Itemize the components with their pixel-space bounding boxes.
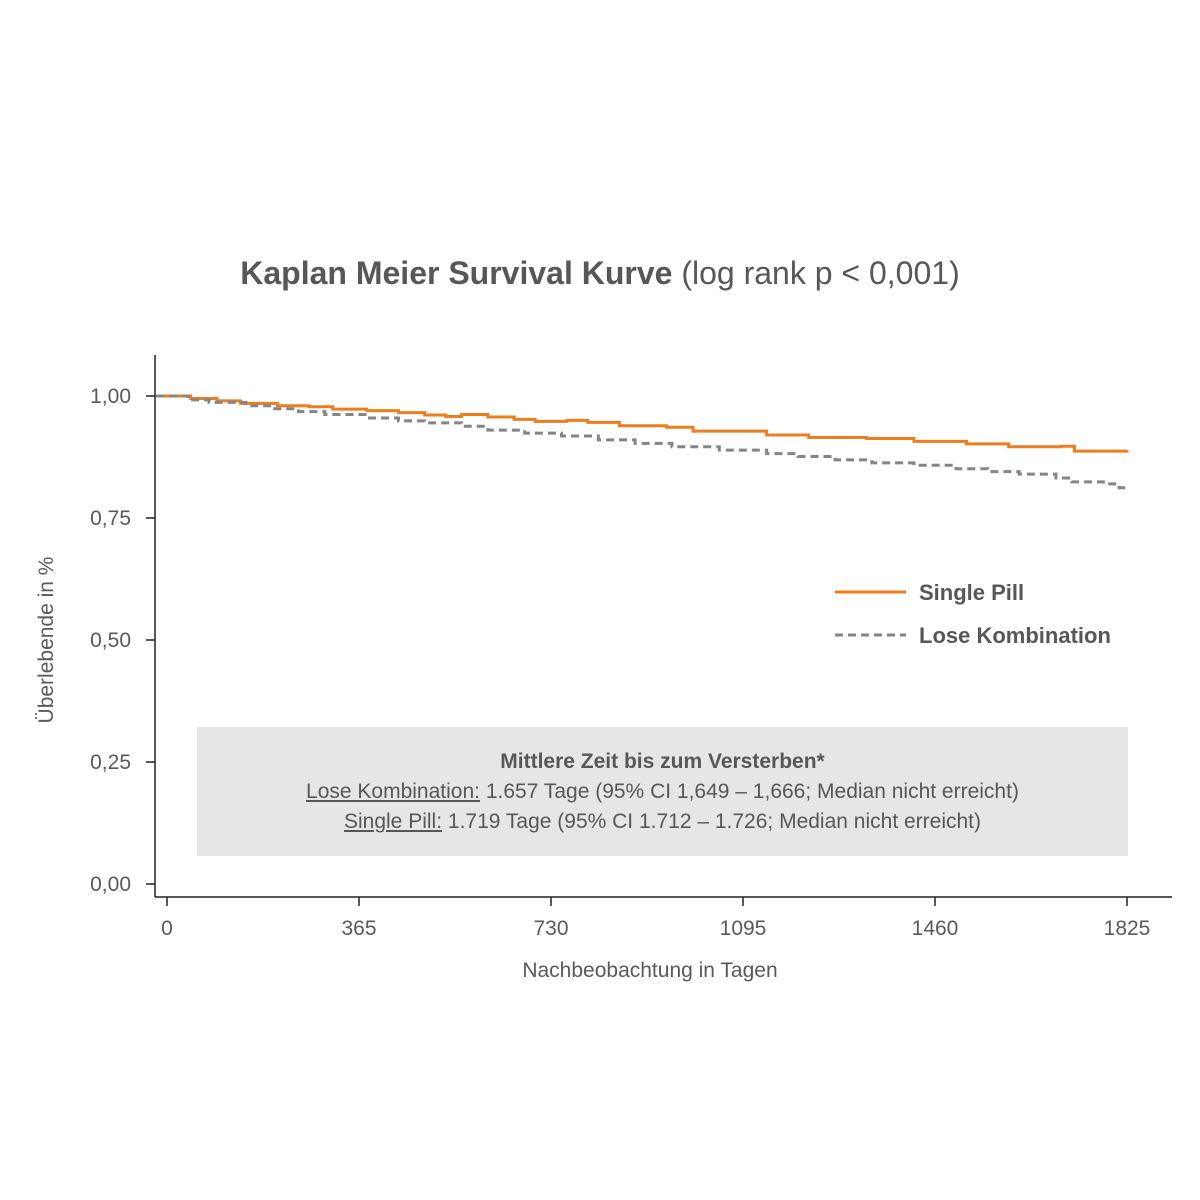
chart-title-main: Kaplan Meier Survival Kurve [240, 255, 673, 291]
x-tick-label: 730 [533, 917, 568, 940]
x-tick-label: 1825 [1104, 917, 1151, 940]
x-tick-label: 365 [341, 917, 376, 940]
info-line-single-pill: Single Pill: 1.719 Tage (95% CI 1.712 – … [197, 807, 1128, 837]
legend-label: Single Pill [919, 580, 1024, 605]
ticks: 0,00 0,25 0,50 0,75 1,00 0 365 730 1095 1460 1825 [90, 385, 1150, 940]
x-tick-label: 1095 [720, 917, 767, 940]
info-line2-label: Single Pill: [343, 810, 443, 833]
y-tick-label: 1,00 [90, 385, 131, 408]
info-box: Mittlere Zeit bis zum Versterben* Lose K… [197, 727, 1128, 856]
y-tick-label: 0,50 [90, 629, 131, 652]
axes [154, 355, 1172, 898]
y-axis-title: Überlebende in % [35, 557, 58, 724]
chart-title: Kaplan Meier Survival Kurve (log rank p … [0, 255, 1200, 292]
y-tick-label: 0,75 [90, 507, 131, 530]
x-tick-label: 0 [161, 917, 173, 940]
legend-label: Lose Kombination [919, 623, 1111, 648]
chart-title-suffix: (log rank p < 0,001) [681, 255, 960, 291]
series-lines [156, 394, 1129, 492]
x-tick-label: 1460 [912, 917, 959, 940]
info-heading: Mittlere Zeit bis zum Versterben* [500, 750, 825, 773]
series-line-lose-kombination [156, 394, 1129, 492]
y-tick-label: 0,25 [90, 751, 131, 774]
legend: Single Pill Lose Kombination [835, 580, 1111, 648]
y-tick-label: 0,00 [90, 873, 131, 896]
series-line-single-pill [156, 394, 1129, 453]
info-line1-text: 1.657 Tage (95% CI 1,649 – 1,666; Median… [485, 780, 1019, 803]
info-line-lose-kombination: Lose Kombination: 1.657 Tage (95% CI 1,6… [197, 777, 1128, 807]
info-line2-text: 1.719 Tage (95% CI 1.712 – 1.726; Median… [447, 810, 982, 833]
info-line1-label: Lose Kombination: [306, 780, 480, 803]
x-axis-title: Nachbeobachtung in Tagen [522, 959, 777, 982]
